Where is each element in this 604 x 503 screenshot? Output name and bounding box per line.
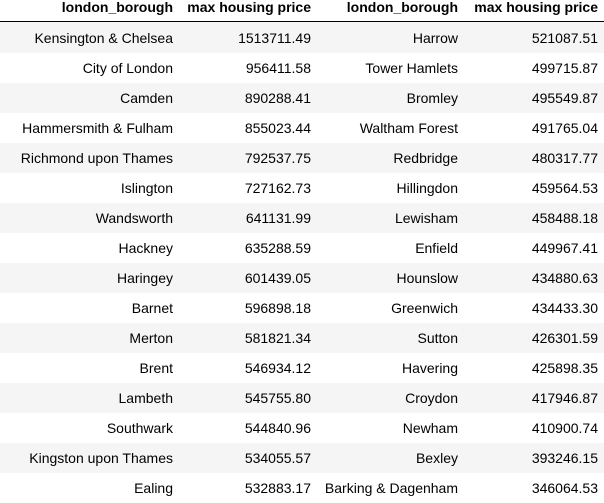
cell-max-price: 544840.96 (179, 413, 317, 443)
cell-max-price: 727162.73 (179, 173, 317, 203)
column-header-max-price: max housing price (179, 0, 317, 22)
cell-max-price: 458488.18 (464, 203, 604, 233)
cell-max-price: 581821.34 (179, 323, 317, 353)
cell-max-price: 532883.17 (179, 473, 317, 503)
table-header: london_borough max housing price london_… (0, 0, 604, 22)
column-header-borough: london_borough (317, 0, 464, 22)
cell-max-price: 545755.80 (179, 383, 317, 413)
cell-max-price: 346064.53 (464, 473, 604, 503)
cell-max-price: 491765.04 (464, 113, 604, 143)
cell-borough: Barking & Dagenham (317, 473, 464, 503)
cell-borough: Merton (0, 323, 179, 353)
cell-borough: Richmond upon Thames (0, 143, 179, 173)
cell-max-price: 534055.57 (179, 443, 317, 473)
cell-max-price: 393246.15 (464, 443, 604, 473)
cell-borough: Bexley (317, 443, 464, 473)
cell-borough: Hillingdon (317, 173, 464, 203)
cell-borough: Southwark (0, 413, 179, 443)
cell-borough: Islington (0, 173, 179, 203)
cell-borough: City of London (0, 53, 179, 83)
cell-borough: Croydon (317, 383, 464, 413)
cell-borough: Redbridge (317, 143, 464, 173)
cell-max-price: 417946.87 (464, 383, 604, 413)
cell-borough: Kensington & Chelsea (0, 22, 179, 54)
cell-max-price: 499715.87 (464, 53, 604, 83)
cell-max-price: 449967.41 (464, 233, 604, 263)
cell-borough: Havering (317, 353, 464, 383)
cell-max-price: 596898.18 (179, 293, 317, 323)
cell-max-price: 792537.75 (179, 143, 317, 173)
cell-max-price: 855023.44 (179, 113, 317, 143)
cell-max-price: 495549.87 (464, 83, 604, 113)
cell-max-price: 1513711.49 (179, 22, 317, 54)
cell-borough: Waltham Forest (317, 113, 464, 143)
cell-max-price: 641131.99 (179, 203, 317, 233)
cell-borough: Tower Hamlets (317, 53, 464, 83)
cell-max-price: 480317.77 (464, 143, 604, 173)
header-row: london_borough max housing price london_… (0, 0, 604, 22)
cell-borough: Sutton (317, 323, 464, 353)
cell-max-price: 635288.59 (179, 233, 317, 263)
cell-borough: Barnet (0, 293, 179, 323)
cell-max-price: 459564.53 (464, 173, 604, 203)
cell-borough: Ealing (0, 473, 179, 503)
column-header-borough: london_borough (0, 0, 179, 22)
cell-borough: Camden (0, 83, 179, 113)
column-header-max-price: max housing price (464, 0, 604, 22)
cell-borough: Brent (0, 353, 179, 383)
cell-borough: Lambeth (0, 383, 179, 413)
cell-borough: Greenwich (317, 293, 464, 323)
cell-borough: Haringey (0, 263, 179, 293)
cell-borough: Hounslow (317, 263, 464, 293)
cell-borough: Kingston upon Thames (0, 443, 179, 473)
cell-max-price: 546934.12 (179, 353, 317, 383)
cell-borough: Enfield (317, 233, 464, 263)
cell-borough: Wandsworth (0, 203, 179, 233)
cell-max-price: 434433.30 (464, 293, 604, 323)
cell-max-price: 890288.41 (179, 83, 317, 113)
cell-borough: Bromley (317, 83, 464, 113)
cell-borough: Lewisham (317, 203, 464, 233)
cell-borough: Harrow (317, 22, 464, 54)
cell-max-price: 410900.74 (464, 413, 604, 443)
cell-max-price: 956411.58 (179, 53, 317, 83)
cell-borough: Newham (317, 413, 464, 443)
cell-max-price: 425898.35 (464, 353, 604, 383)
cell-max-price: 601439.05 (179, 263, 317, 293)
cell-max-price: 521087.51 (464, 22, 604, 54)
cell-borough: Hackney (0, 233, 179, 263)
cell-borough: Hammersmith & Fulham (0, 113, 179, 143)
cell-max-price: 434880.63 (464, 263, 604, 293)
cell-max-price: 426301.59 (464, 323, 604, 353)
